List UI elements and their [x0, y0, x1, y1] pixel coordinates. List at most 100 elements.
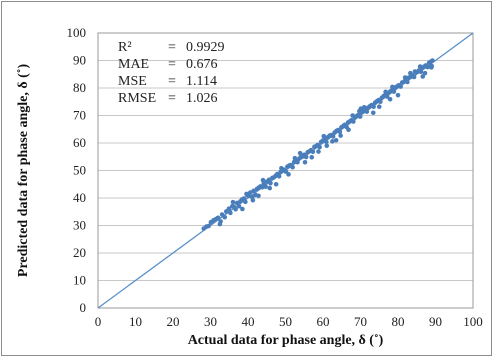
data-point: [297, 150, 303, 156]
data-point: [357, 108, 362, 114]
x-axis-label: Actual data for phase angle, δ (˚): [188, 333, 384, 348]
stat-value: 1.026: [186, 91, 218, 106]
data-point: [337, 129, 343, 135]
data-point: [243, 199, 248, 205]
y-tick-label: 30: [73, 218, 86, 233]
y-tick-label: 60: [73, 135, 86, 150]
data-point: [402, 75, 408, 80]
data-point: [206, 223, 211, 229]
stat-value: 0.9929: [186, 40, 225, 55]
data-point: [357, 114, 363, 119]
data-point: [418, 69, 424, 75]
data-point: [384, 94, 390, 99]
y-tick-label: 50: [73, 163, 86, 178]
x-tick-label: 30: [204, 314, 217, 329]
stat-equals: =: [168, 91, 176, 106]
data-point: [240, 206, 245, 212]
x-tick-label: 70: [354, 314, 367, 329]
y-tick-label: 10: [73, 273, 86, 288]
y-axis-label: Predicted data for phase angle, δ (˚): [16, 64, 31, 278]
x-tick-label: 80: [392, 314, 405, 329]
x-tick-label: 60: [317, 314, 330, 329]
x-tick-labels: 0 10 20 30 40 50 60 70 80 90 100: [95, 314, 483, 329]
data-point: [391, 89, 397, 94]
stat-equals: =: [168, 40, 176, 55]
data-point: [378, 99, 383, 105]
data-point: [376, 104, 382, 109]
stat-label: MAE: [118, 57, 149, 72]
y-tick-label: 20: [73, 245, 86, 260]
stat-label: MSE: [118, 74, 147, 89]
data-point: [233, 206, 238, 212]
data-point: [279, 166, 284, 171]
data-point: [330, 139, 335, 144]
data-point: [338, 133, 343, 138]
data-point: [290, 164, 295, 170]
data-point: [276, 173, 282, 179]
data-point: [361, 104, 367, 110]
data-point: [387, 96, 393, 102]
y-tick-label: 100: [67, 25, 87, 40]
data-point: [405, 79, 410, 85]
data-point: [244, 191, 249, 197]
data-point: [422, 70, 428, 76]
data-point: [425, 64, 430, 70]
x-tick-label: 0: [95, 314, 102, 329]
stat-equals: =: [168, 57, 176, 72]
data-point: [350, 113, 355, 118]
y-tick-label: 40: [73, 190, 86, 205]
data-point: [429, 63, 435, 69]
data-point: [390, 84, 395, 90]
data-point: [230, 199, 236, 205]
data-point: [316, 149, 321, 154]
data-point: [333, 137, 339, 143]
stat-equals: =: [168, 74, 176, 89]
data-point: [330, 134, 336, 139]
x-tick-label: 90: [429, 314, 442, 329]
data-point: [303, 154, 309, 160]
plot-area-border: [97, 32, 474, 309]
stat-label: RMSE: [118, 91, 156, 106]
data-point: [317, 144, 322, 150]
data-point: [310, 149, 316, 155]
data-point: [383, 89, 388, 95]
data-point: [346, 127, 351, 133]
data-point: [309, 155, 315, 160]
data-point: [222, 214, 228, 220]
x-tick-label: 100: [463, 314, 483, 329]
data-points: [201, 58, 435, 231]
data-point: [420, 74, 426, 79]
data-point: [408, 70, 413, 76]
data-point: [324, 143, 330, 149]
data-point: [268, 180, 273, 186]
data-point: [411, 74, 417, 80]
data-point: [217, 221, 223, 227]
y-tick-label: 0: [80, 300, 87, 315]
data-point: [302, 159, 308, 165]
x-tick-label: 20: [167, 314, 180, 329]
data-point: [236, 203, 242, 209]
data-point: [395, 92, 401, 98]
data-point: [412, 69, 418, 74]
data-point: [250, 197, 256, 203]
data-point: [267, 185, 273, 191]
y-tick-labels: 0 10 20 30 40 50 60 70 80 90 100: [67, 25, 87, 315]
data-point: [398, 84, 403, 89]
data-point: [417, 64, 423, 69]
data-point: [260, 177, 266, 183]
stat-value: 0.676: [186, 57, 218, 72]
y-tick-label: 80: [73, 80, 86, 95]
data-point: [273, 181, 279, 187]
statistics-box: R² = 0.9929 MAE = 0.676 MSE = 1.114 RMSE = 1.026: [118, 40, 225, 106]
data-point: [430, 58, 435, 63]
data-point: [295, 159, 300, 165]
stat-label: R²: [118, 40, 132, 55]
data-point: [256, 193, 261, 199]
data-point: [259, 184, 265, 190]
data-point: [226, 206, 232, 212]
x-tick-label: 10: [129, 314, 142, 329]
x-tick-label: 40: [242, 314, 255, 329]
